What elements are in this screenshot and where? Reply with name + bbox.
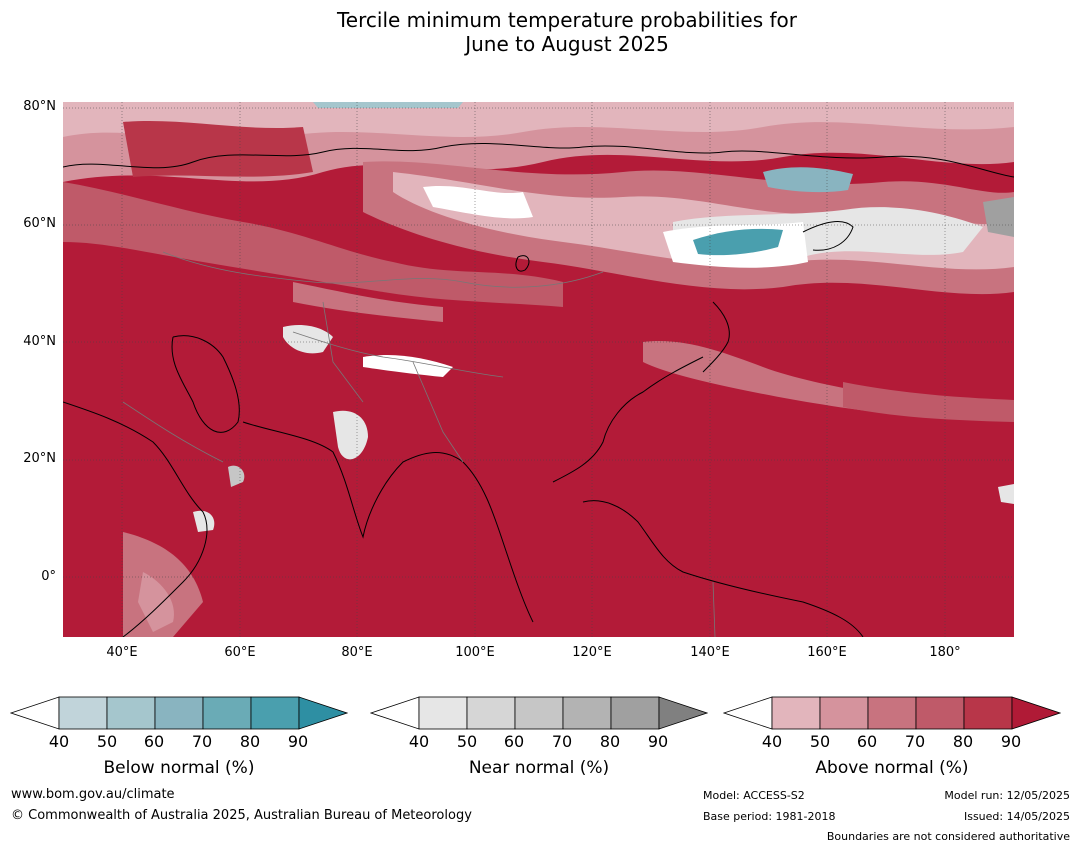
near-normal-india [333,410,368,460]
lat-label-20n: 20°N [23,451,56,466]
colorbar-segment [915,696,965,730]
tick-label: 50 [96,732,118,751]
colorbar-segment [466,696,516,730]
lon-label-160e: 160°E [807,645,847,660]
copyright-text: © Commonwealth of Australia 2025, Austra… [11,808,472,823]
tick-label: 40 [408,732,430,751]
chart-title: Tercile minimum temperature probabilitie… [0,8,1081,56]
colorbar-max-extension [658,696,708,730]
near-normal-tibet [363,355,453,377]
map-canvas [63,102,1014,637]
tick-label: 90 [287,732,309,751]
tick-label: 90 [647,732,669,751]
borders [122,251,716,637]
title-line-1: Tercile minimum temperature probabilitie… [336,8,798,32]
colorbar-segment [202,696,252,730]
colorbar-segment [819,696,869,730]
colorbar-segment [867,696,917,730]
graticule [63,102,1014,637]
below-normal-light-okhotsk [763,167,853,193]
lon-label-180: 180° [929,645,961,660]
near-normal-arabian-sea [228,465,245,487]
tick-label: 60 [503,732,525,751]
colorbar-segment [514,696,564,730]
issued-text: Issued: 14/05/2025 [963,810,1070,823]
tick-label: 70 [551,732,573,751]
title-line-2: June to August 2025 [465,32,669,56]
lat-label-0: 0° [41,569,56,584]
tick-label: 70 [191,732,213,751]
colorbar-segment [610,696,660,730]
near-normal-tianshan [283,325,333,354]
model-run-text: Model run: 12/05/2025 [944,789,1070,802]
lon-label-140e: 140°E [690,645,730,660]
near-normal-west-pacific [998,484,1014,504]
colorbar-below-normal [10,696,348,730]
colorbar-segment [154,696,204,730]
below-normal-okhotsk-region [693,228,783,256]
base-period-text: Base period: 1981-2018 [703,810,836,823]
colorbar-segment [250,696,300,730]
tick-label: 90 [1000,732,1022,751]
lon-label-120e: 120°E [572,645,612,660]
tick-label: 40 [48,732,70,751]
lon-label-80e: 80°E [341,645,373,660]
legend-label-above: Above normal (%) [815,758,969,778]
colorbar-segment [418,696,468,730]
lat-label-80n: 80°N [23,99,56,114]
tick-label: 50 [456,732,478,751]
website-link[interactable]: www.bom.gov.au/climate [11,787,175,802]
colorbar-above-normal [723,696,1061,730]
model-text: Model: ACCESS-S2 [703,789,805,802]
colorbar-segment [106,696,156,730]
disclaimer-text: Boundaries are not considered authoritat… [826,830,1070,843]
colorbar-min-extension [10,696,60,730]
coastlines [63,142,1014,637]
tick-label: 60 [856,732,878,751]
colorbar-segment [963,696,1013,730]
legend-label-below: Below normal (%) [103,758,255,778]
tick-label: 80 [239,732,261,751]
colorbar-max-extension [298,696,348,730]
forecast-map [63,102,1014,637]
colorbar-max-extension [1011,696,1061,730]
near-normal-gray-east [983,197,1014,237]
tick-label: 40 [761,732,783,751]
tick-label: 80 [599,732,621,751]
colorbar-near-normal [370,696,708,730]
near-normal-somalia [193,510,215,532]
tick-label: 60 [143,732,165,751]
colorbar-min-extension [723,696,773,730]
colorbar-segment [771,696,821,730]
tick-label: 70 [904,732,926,751]
white-region-siberia [423,185,533,219]
pacific-light-region [843,382,1014,422]
lon-label-100e: 100°E [455,645,495,660]
colorbar-min-extension [370,696,420,730]
tick-label: 80 [952,732,974,751]
lon-label-60e: 60°E [224,645,256,660]
central-asia-light-region [63,182,563,307]
lat-label-60n: 60°N [23,216,56,231]
colorbar-segment [562,696,612,730]
legend-label-near: Near normal (%) [468,758,610,778]
lat-label-40n: 40°N [23,334,56,349]
arctic-below-sliver [313,102,463,108]
tick-label: 50 [809,732,831,751]
colorbar-segment [58,696,108,730]
lon-label-40e: 40°E [106,645,138,660]
asia-mid-light-region [293,282,443,322]
west-siberia-light-region [123,120,313,177]
